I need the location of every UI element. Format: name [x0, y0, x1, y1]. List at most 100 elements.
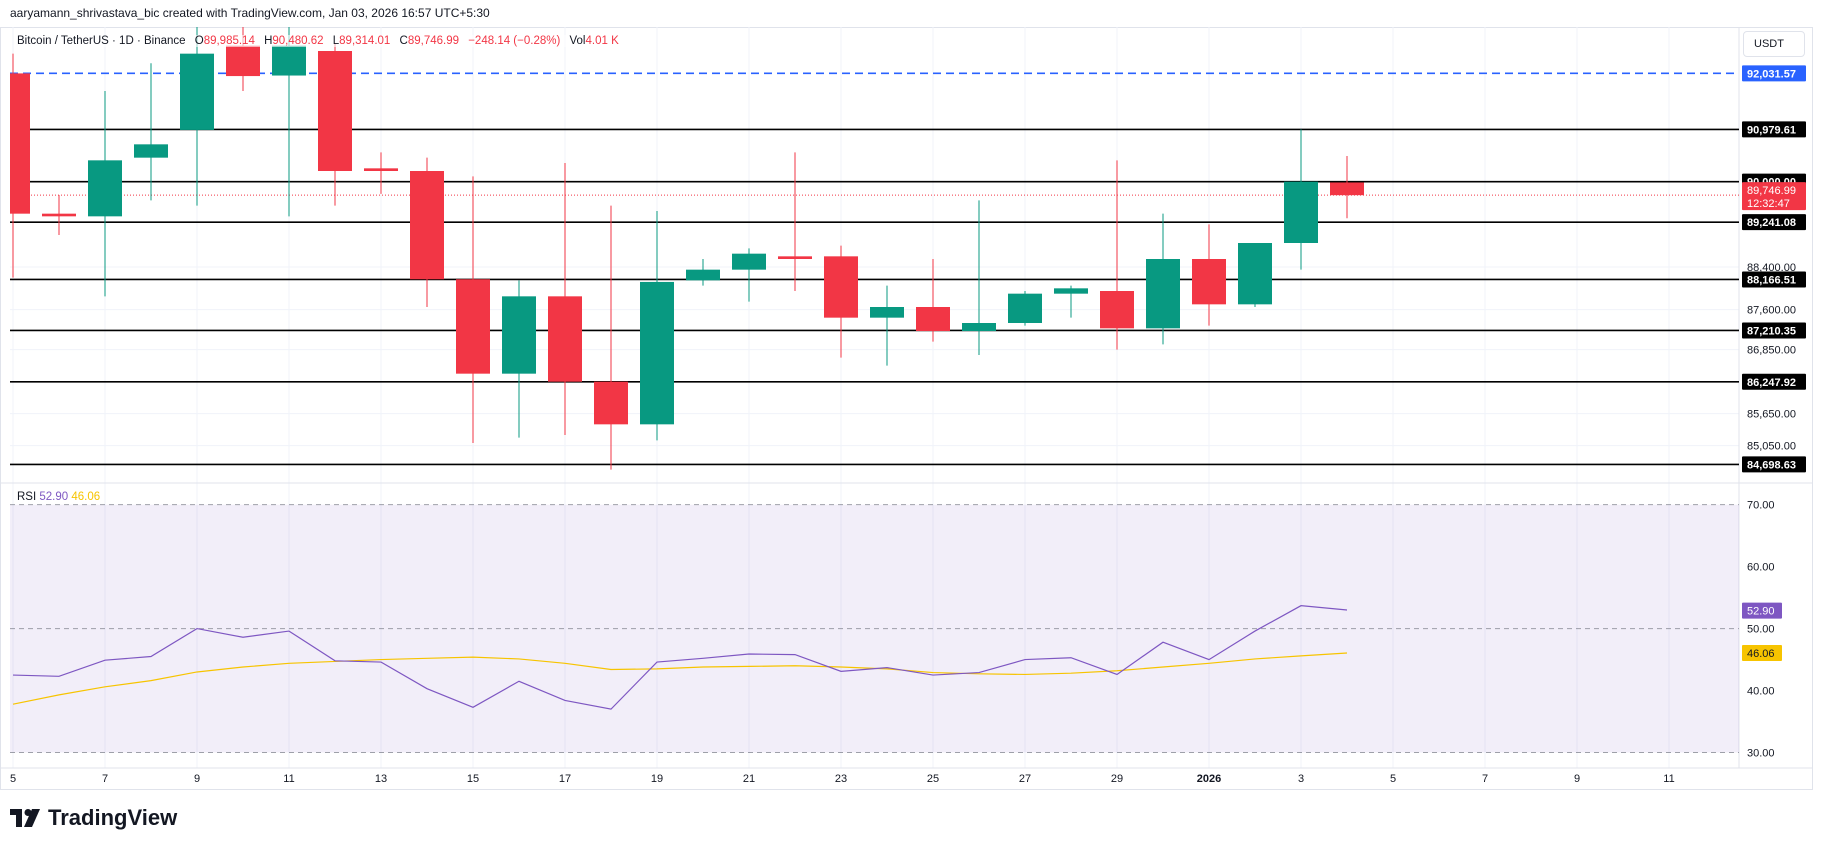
time-axis-label: 11: [1663, 773, 1674, 785]
volume-value: 4.01 K: [585, 35, 619, 47]
candle-body: [778, 256, 812, 259]
time-axis-label: 7: [102, 773, 108, 785]
low-value: 89,314.01: [339, 35, 391, 47]
time-axis-label: 11: [283, 773, 294, 785]
time-axis-label: 27: [1019, 773, 1031, 785]
time-axis-label: 15: [467, 773, 479, 785]
candle-body: [1008, 293, 1042, 323]
open-label: O: [194, 35, 204, 47]
rsi-line: [12, 605, 1348, 710]
time-axis-label: 9: [1574, 773, 1580, 785]
candle-body: [594, 381, 628, 425]
time-axis-label: 19: [651, 773, 663, 785]
change-value: −248.14 (−0.28%): [468, 35, 561, 47]
time-axis-label: 9: [194, 773, 200, 785]
level-price-label: 88,166.51: [1747, 274, 1796, 286]
level-price-label: 86,247.92: [1747, 377, 1796, 389]
time-axis-label: 7: [1482, 773, 1488, 785]
candle-body: [272, 45, 306, 76]
attribution-text: aaryamann_shrivastava_bic created with T…: [10, 6, 490, 20]
candle-body: [364, 168, 398, 171]
candle-body: [226, 45, 260, 77]
level-price-badge: [1742, 373, 1806, 390]
candle-body: [1284, 181, 1318, 243]
rsi-axis-label: 30.00: [1747, 748, 1775, 760]
rsi-title[interactable]: RSI: [17, 491, 37, 503]
time-axis-label: 13: [375, 773, 387, 785]
rsi-axis-label: 40.00: [1747, 686, 1775, 698]
candle-body: [1146, 259, 1180, 329]
candle-body: [1192, 259, 1226, 305]
time-axis-label: 17: [559, 773, 571, 785]
symbol-legend: Bitcoin / TetherUS · 1D · Binance O89,98…: [17, 35, 619, 47]
candle-body: [732, 253, 766, 270]
level-price-badge: [1742, 456, 1806, 473]
candle-body: [916, 307, 950, 331]
level-price-label: 84,698.63: [1747, 459, 1796, 471]
level-price-badge: [1742, 271, 1806, 288]
rsi-ma-value-badge: [1742, 645, 1782, 662]
candle-body: [318, 51, 352, 171]
tradingview-logo-icon: [10, 809, 42, 827]
time-axis-label: 2026: [1197, 773, 1221, 785]
level-price-label: 92,031.57: [1747, 68, 1796, 80]
level-price-label: 89,241.08: [1747, 217, 1796, 229]
candle-body: [456, 279, 490, 374]
rsi-axis-label: 60.00: [1747, 562, 1775, 574]
price-axis-label: 85,650.00: [1747, 409, 1796, 421]
level-price-badge: [1742, 121, 1806, 138]
candle-body: [640, 281, 674, 425]
price-axis-label: 88,400.00: [1747, 262, 1796, 274]
time-axis-label: 3: [1298, 773, 1304, 785]
current-price-badge: [1742, 182, 1806, 211]
time-axis-label: 5: [10, 773, 16, 785]
level-price-badge: [1742, 65, 1806, 82]
volume-label: Vol: [569, 35, 586, 47]
candle-body: [1100, 291, 1134, 329]
currency-unit-button[interactable]: USDT: [1743, 31, 1805, 57]
time-axis-label: 21: [743, 773, 755, 785]
rsi-group: [12, 605, 1348, 710]
rsi-value-badge: [1742, 602, 1782, 619]
time-axis-label: 25: [927, 773, 939, 785]
candle-body: [10, 73, 30, 214]
candle-body: [502, 296, 536, 374]
chart-frame: [0, 27, 1813, 790]
level-price-label: 90,979.61: [1747, 124, 1796, 136]
candles-group: [10, 27, 1364, 470]
tradingview-logo-text: TradingView: [48, 805, 178, 830]
rsi-legend: RSI 52.90 46.06: [17, 491, 100, 503]
rsi-axis-label: 50.00: [1747, 624, 1775, 636]
candle-body: [686, 269, 720, 281]
level-price-label: 87,210.35: [1747, 325, 1796, 337]
price-axis-label: 85,050.00: [1747, 441, 1796, 453]
rsi-ma-legend-value: 46.06: [71, 491, 101, 503]
high-value: 90,480.62: [272, 35, 324, 47]
symbol-name[interactable]: Bitcoin / TetherUS · 1D · Binance: [17, 35, 186, 47]
close-value: 89,746.99: [407, 35, 460, 47]
candle-body: [1330, 182, 1364, 196]
current-price-label: 89,746.99: [1747, 185, 1796, 197]
candle-body: [824, 256, 858, 318]
candle-body: [1054, 288, 1088, 294]
price-axis-label: 87,600.00: [1747, 305, 1796, 317]
close-label: C: [399, 35, 408, 47]
tradingview-logo[interactable]: TradingView: [10, 805, 177, 831]
rsi-ma-line: [12, 652, 1348, 705]
candle-body: [1238, 243, 1272, 305]
level-price-badge: [1742, 214, 1806, 231]
bar-countdown-label: 12:32:47: [1747, 198, 1790, 210]
candle-body: [134, 144, 168, 158]
low-label: L: [332, 35, 340, 47]
high-label: H: [264, 35, 273, 47]
rsi-ma-value-label: 46.06: [1747, 648, 1775, 660]
candle-body: [548, 296, 582, 382]
candle-body: [88, 160, 122, 217]
time-axis-label: 29: [1111, 773, 1123, 785]
candle-body: [870, 307, 904, 318]
candle-body: [410, 171, 444, 280]
rsi-value-label: 52.90: [1747, 606, 1775, 618]
candle-body: [42, 213, 76, 217]
candle-body: [962, 323, 996, 331]
